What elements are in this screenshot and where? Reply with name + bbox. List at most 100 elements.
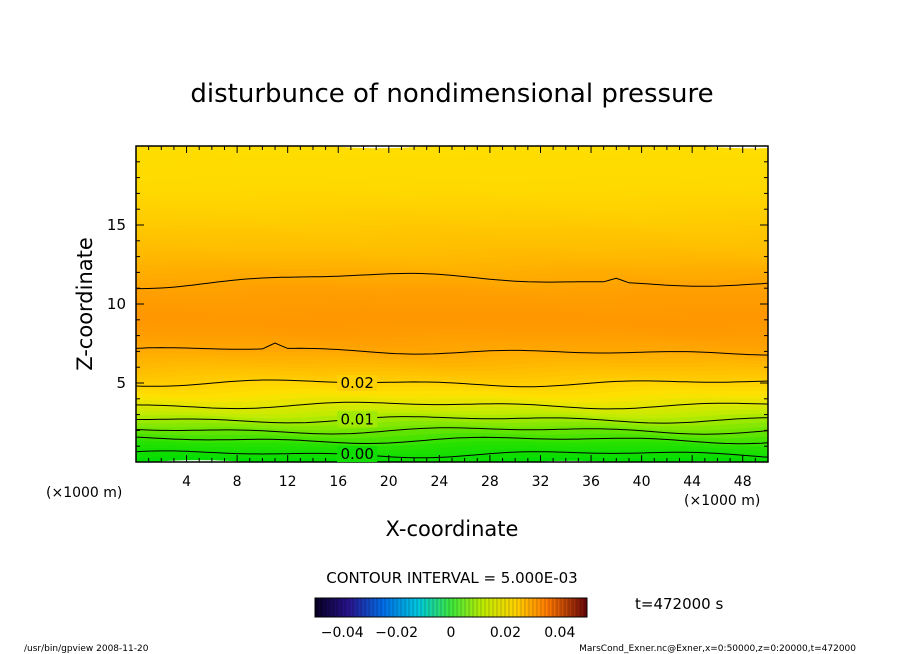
contour-label-bg xyxy=(337,411,378,428)
colorbar-cell xyxy=(451,598,455,617)
colorbar-cell xyxy=(543,598,547,617)
colorbar-cell xyxy=(459,598,463,617)
y-tick-label: 10 xyxy=(107,295,126,313)
colorbar-cell xyxy=(471,598,475,617)
colorbar-cell xyxy=(351,598,355,617)
color-band xyxy=(136,454,768,462)
colorbar-cell xyxy=(563,598,567,617)
color-band xyxy=(136,415,768,427)
colorbar-cell xyxy=(315,598,319,617)
colorbar-cell xyxy=(379,598,383,617)
chart-title: disturbunce of nondimensional pressure xyxy=(190,79,713,109)
color-band xyxy=(136,233,768,245)
x-tick-label: 32 xyxy=(532,474,550,490)
colorbar-cell xyxy=(359,598,363,617)
colorbar-tick-label: 0.04 xyxy=(544,625,575,641)
contour-line xyxy=(136,401,768,410)
color-band xyxy=(136,304,768,316)
color-band xyxy=(136,427,768,439)
color-band xyxy=(136,316,768,328)
contour-line xyxy=(136,436,768,445)
colorbar-cell xyxy=(339,598,343,617)
color-band xyxy=(136,411,768,423)
colorbar-cell xyxy=(415,598,419,617)
color-band xyxy=(136,229,768,241)
contour-label-bg xyxy=(337,446,378,463)
colorbar-cell xyxy=(571,598,575,617)
x-tick-label: 8 xyxy=(233,474,242,490)
color-band xyxy=(136,210,768,221)
colorbar-cell xyxy=(511,598,515,617)
colorbar-cell xyxy=(555,598,559,617)
y-axis-ticks: 5 10 15 xyxy=(107,161,768,447)
colorbar-cell xyxy=(519,598,523,617)
color-band xyxy=(136,328,768,340)
colorbar-cell xyxy=(547,598,551,617)
x-tick-label: 20 xyxy=(380,474,398,490)
color-bands xyxy=(136,146,768,462)
colorbar-cell xyxy=(523,598,527,617)
color-band xyxy=(136,206,768,218)
colorbar-tick-label: −0.04 xyxy=(321,625,364,641)
colorbar-cell xyxy=(375,598,379,617)
x-tick-label: 12 xyxy=(279,474,297,490)
contour-line xyxy=(136,427,768,435)
footer-left: /usr/bin/gpview 2008-11-20 xyxy=(24,644,149,654)
colorbar-cell xyxy=(507,598,511,617)
colorbar-cell xyxy=(331,598,335,617)
contour-label-bg xyxy=(337,375,378,391)
colorbar-cell xyxy=(411,598,415,617)
colorbar-cell xyxy=(579,598,583,617)
colorbar-tick-label: −0.02 xyxy=(375,625,418,641)
colorbar-cell xyxy=(391,598,395,617)
color-band xyxy=(136,288,768,300)
y-axis-unit: (×1000 m) xyxy=(46,485,122,501)
colorbar-cell xyxy=(347,598,351,617)
colorbar-cell xyxy=(335,598,339,617)
colorbar-cell xyxy=(427,598,431,617)
colorbar-cell xyxy=(575,598,579,617)
colorbar-cell xyxy=(583,598,587,617)
color-band xyxy=(136,407,768,419)
colorbar-cell xyxy=(491,598,495,617)
footer-right: MarsCond_Exner.nc@Exner,x=0:50000,z=0:20… xyxy=(579,644,856,654)
colorbar-cell xyxy=(431,598,435,617)
colorbar-cell xyxy=(371,598,375,617)
y-tick-label: 15 xyxy=(107,216,126,234)
colorbar-cell xyxy=(419,598,423,617)
colorbar-cell xyxy=(343,598,347,617)
colorbar-cell xyxy=(463,598,467,617)
contour-line xyxy=(136,416,768,424)
color-band xyxy=(136,214,768,225)
colorbar-tick-label: 0 xyxy=(447,625,456,641)
colorbar-cell xyxy=(439,598,443,617)
x-tick-label: 4 xyxy=(182,474,191,490)
contour-line xyxy=(136,272,768,290)
contour-labels: 0.02 0.01 0.00 xyxy=(337,374,378,463)
colorbar-cell xyxy=(327,598,331,617)
color-band xyxy=(136,431,768,443)
colorbar-cell xyxy=(447,598,451,617)
x-tick-label: 48 xyxy=(734,474,752,490)
colorbar-cell xyxy=(319,598,323,617)
colorbar xyxy=(315,598,587,617)
colorbar-cell xyxy=(467,598,471,617)
colorbar-cell xyxy=(475,598,479,617)
y-tick-label: 5 xyxy=(116,374,126,392)
contour-line xyxy=(136,379,768,388)
x-axis-unit: (×1000 m) xyxy=(684,493,760,509)
time-label: t=472000 s xyxy=(635,595,723,613)
colorbar-cell xyxy=(483,598,487,617)
color-band xyxy=(136,312,768,324)
y-axis-label: Z-coordinate xyxy=(73,237,97,371)
colorbar-cell xyxy=(455,598,459,617)
colorbar-cell xyxy=(407,598,411,617)
color-band xyxy=(136,218,768,229)
color-band xyxy=(136,190,768,202)
color-band xyxy=(136,292,768,304)
colorbar-cell xyxy=(443,598,447,617)
contour-interval: CONTOUR INTERVAL = 5.000E-03 xyxy=(326,569,577,587)
colorbar-cell xyxy=(495,598,499,617)
color-band xyxy=(136,375,768,387)
